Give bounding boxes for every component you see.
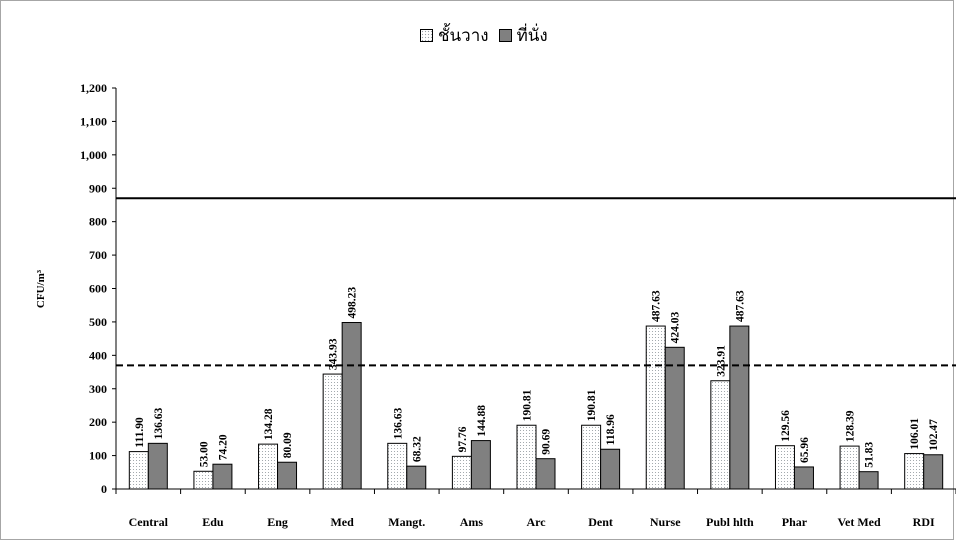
data-label-seat: 498.23 — [347, 287, 359, 319]
data-label-shelf: 343.93 — [328, 338, 340, 370]
x-category-label: Dent — [588, 515, 613, 529]
bar-shelf — [581, 424, 602, 490]
data-label-seat: 136.63 — [153, 407, 165, 439]
y-tick-label: 1,000 — [80, 148, 107, 162]
data-label-seat: 68.32 — [411, 436, 423, 462]
bar-seat — [535, 458, 556, 490]
data-label-shelf: 487.63 — [651, 290, 663, 322]
data-label-seat: 102.47 — [928, 419, 940, 451]
x-category-label: Phar — [782, 515, 808, 529]
y-tick-label: 400 — [89, 348, 107, 362]
data-label-shelf: 106.01 — [909, 418, 921, 450]
y-tick-label: 1,100 — [80, 114, 107, 128]
bar-shelf — [387, 442, 408, 490]
x-category-label: Nurse — [650, 515, 681, 529]
y-tick-label: 1,200 — [80, 81, 107, 95]
data-label-seat: 90.69 — [541, 429, 553, 455]
plot-area: 0 100 200 300 400 500 600 700 800 900 1,000 1,100 1,… — [80, 81, 956, 529]
bar-shelf — [128, 451, 149, 490]
bar-shelf — [774, 445, 795, 490]
data-label-seat: 487.63 — [734, 290, 746, 322]
data-label-shelf: 129.56 — [780, 410, 792, 442]
y-tick-label: 700 — [89, 248, 107, 262]
y-tick-label: 900 — [89, 181, 107, 195]
bar-shelf — [516, 424, 537, 490]
bar-shelf — [710, 380, 731, 490]
data-label-shelf: 190.81 — [522, 389, 534, 421]
legend-swatch-shelf — [420, 29, 433, 42]
data-label-shelf: 53.00 — [198, 441, 210, 467]
bar-seat — [341, 322, 362, 490]
bar-seat — [600, 448, 621, 490]
y-axis-title: CFU/m³ — [35, 269, 47, 308]
bar-shelf — [193, 470, 214, 490]
bar-seat — [406, 465, 427, 490]
bar-shelf — [451, 455, 472, 490]
data-label-seat: 65.96 — [799, 437, 811, 463]
x-category-label: Med — [330, 515, 354, 529]
bar-seat — [858, 471, 879, 490]
bar-shelf — [645, 325, 666, 490]
y-tick-label: 200 — [89, 415, 107, 429]
x-category-label: Ams — [460, 515, 484, 529]
x-category-label: Vet Med — [837, 515, 881, 529]
legend-swatch-seat — [498, 29, 512, 42]
data-label-seat: 424.03 — [670, 311, 682, 343]
data-label-shelf: 134.28 — [263, 408, 275, 440]
bar-seat — [664, 346, 685, 490]
data-label-shelf: 128.39 — [845, 410, 857, 442]
data-label-seat: 74.20 — [217, 434, 229, 460]
legend-label-seat: ที่นั่ง — [516, 26, 548, 46]
y-tick-label: 300 — [89, 382, 107, 396]
x-category-label: Mangt. — [388, 515, 425, 529]
data-label-shelf: 136.63 — [392, 407, 404, 439]
legend-item-seat: ที่นั่ง — [498, 22, 548, 49]
legend-label-shelf: ชั้นวาง — [438, 26, 489, 46]
bar-seat — [470, 440, 491, 490]
x-category-label: Edu — [202, 515, 224, 529]
data-label-shelf: 97.76 — [457, 426, 469, 452]
bar-shelf — [258, 443, 279, 490]
y-tick-label: 500 — [89, 315, 107, 329]
x-category-label: RDI — [913, 515, 935, 529]
bar-shelf — [904, 453, 925, 490]
y-tick-label: 100 — [89, 449, 107, 463]
bar-seat — [729, 325, 750, 490]
y-tick-label: 600 — [89, 282, 107, 296]
y-tick-label: 0 — [101, 482, 107, 496]
x-category-label: Central — [129, 515, 169, 529]
bar-seat — [212, 463, 233, 490]
data-label-seat: 118.96 — [605, 414, 617, 445]
x-category-label: Arc — [526, 515, 546, 529]
bar-shelf — [322, 373, 343, 490]
data-label-seat: 144.88 — [476, 405, 488, 437]
bar-seat — [147, 442, 168, 490]
data-label-shelf: 111.90 — [134, 417, 146, 448]
bar-shelf — [839, 445, 860, 490]
x-category-label: Eng — [267, 515, 288, 529]
bar-seat — [923, 454, 944, 490]
data-label-shelf: 323.91 — [715, 345, 727, 377]
bar-seat — [277, 461, 298, 490]
x-category-label: Publ hlth — [706, 515, 754, 529]
y-tick-label: 800 — [89, 215, 107, 229]
legend: ชั้นวาง ที่นั่ง — [420, 22, 558, 49]
data-label-seat: 51.83 — [864, 442, 876, 468]
data-label-seat: 80.09 — [282, 432, 294, 458]
bar-seat — [793, 466, 814, 490]
data-label-shelf: 190.81 — [586, 389, 598, 421]
legend-item-shelf: ชั้นวาง — [420, 22, 489, 49]
